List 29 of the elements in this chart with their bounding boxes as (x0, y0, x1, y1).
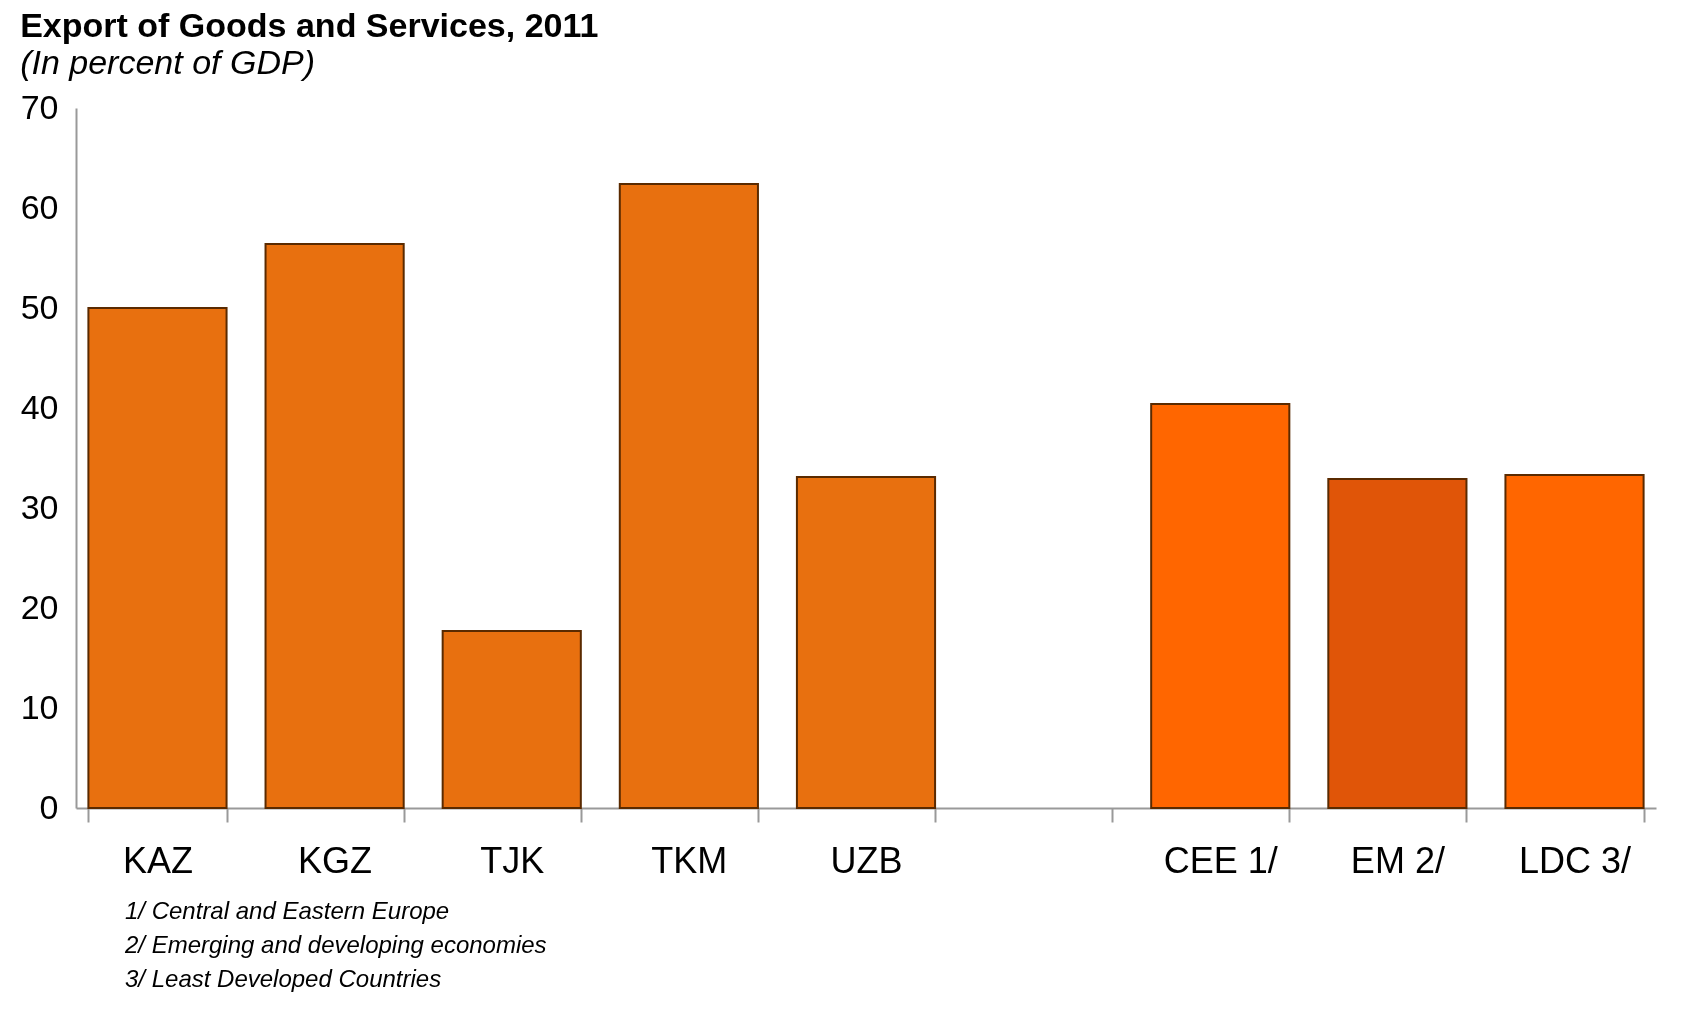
x-tick-label: KGZ (298, 839, 373, 881)
text: 3/ Least Developed Countries (125, 964, 443, 994)
x-tick-label: KAZ (122, 839, 193, 881)
chart-title: Export of Goods and Services, 2011 (20, 6, 599, 44)
x-tick-label: LDC 3/ (1519, 839, 1632, 881)
bar (618, 183, 759, 809)
bar (264, 243, 405, 809)
x-tick-label: EM 2/ (1350, 839, 1445, 881)
text: 2/ Emerging and developing economies (125, 930, 548, 960)
y-tick-label: 20 (20, 587, 59, 626)
y-tick-label: 10 (20, 687, 59, 726)
y-tick-label: 70 (20, 87, 59, 126)
bar (1327, 478, 1468, 809)
bar (1150, 403, 1291, 809)
x-tick-label: TJK (480, 839, 545, 881)
x-tick-label: CEE 1/ (1163, 839, 1278, 881)
y-tick-label: 60 (20, 187, 59, 226)
chart-subtitle: (In percent of GDP) (20, 43, 315, 81)
y-tick-label: 30 (20, 487, 59, 526)
bar (441, 630, 582, 809)
bar (795, 476, 937, 809)
y-tick-label: 50 (20, 287, 59, 326)
x-tick-label: TKM (651, 839, 728, 881)
bar (87, 307, 228, 809)
text: 1/ Central and Eastern Europe (125, 896, 451, 926)
y-tick-label: 0 (39, 787, 59, 826)
bar (1504, 474, 1645, 809)
y-tick-label: 40 (20, 387, 59, 426)
x-tick-label: UZB (830, 839, 903, 881)
